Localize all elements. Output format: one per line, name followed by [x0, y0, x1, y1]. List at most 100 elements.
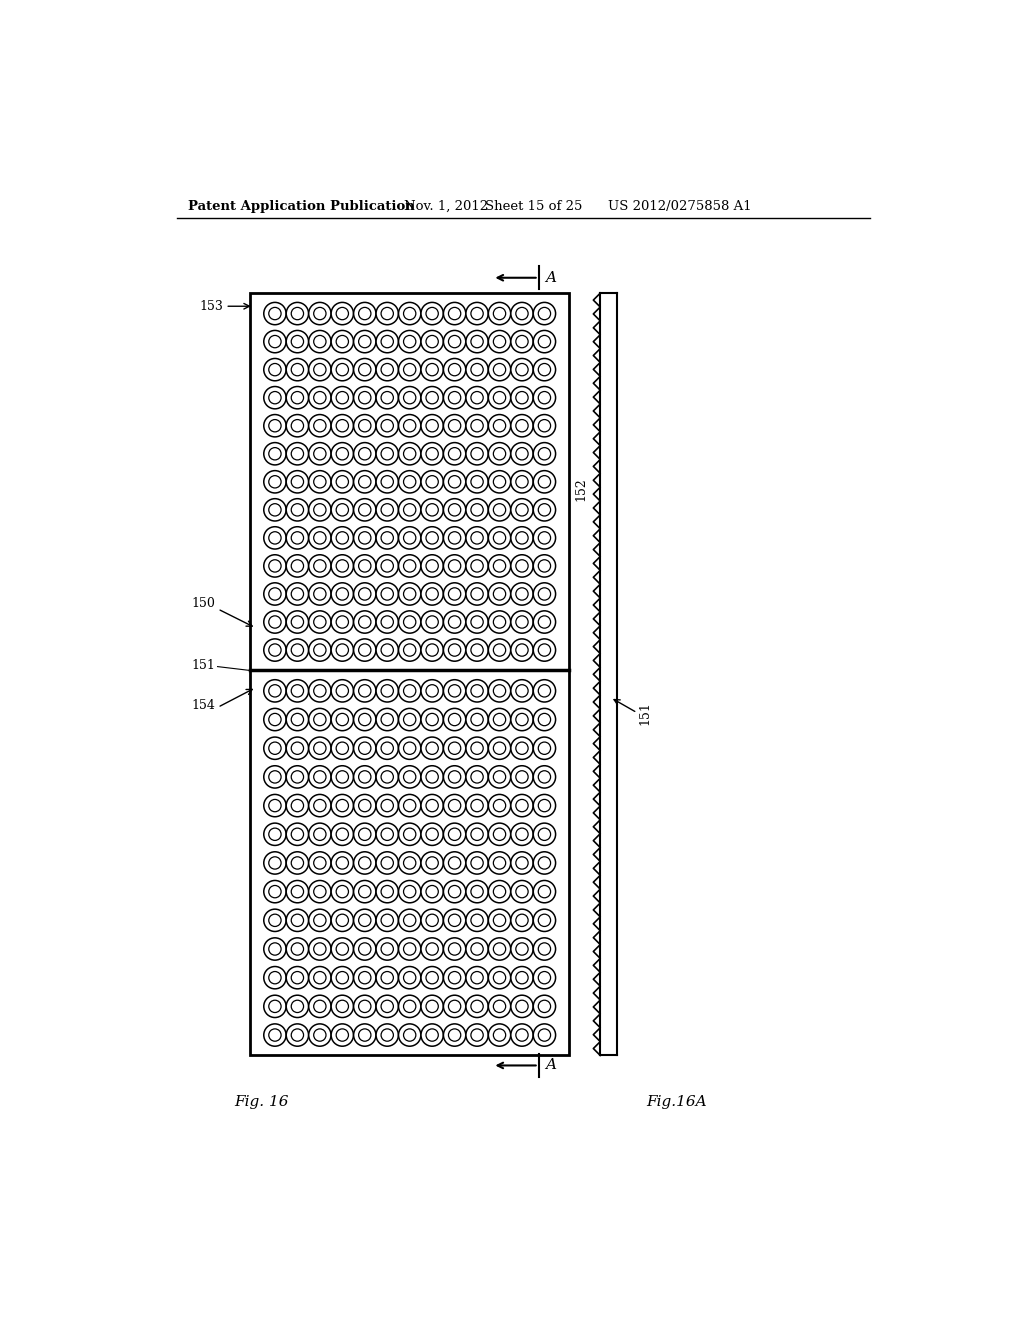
Circle shape	[376, 766, 398, 788]
Circle shape	[511, 766, 534, 788]
Circle shape	[308, 966, 331, 989]
Circle shape	[443, 966, 466, 989]
Circle shape	[291, 771, 303, 783]
Circle shape	[268, 972, 282, 983]
Circle shape	[466, 824, 488, 845]
Circle shape	[516, 1001, 528, 1012]
Circle shape	[308, 387, 331, 409]
Circle shape	[287, 527, 308, 549]
Circle shape	[443, 611, 466, 634]
Circle shape	[398, 824, 421, 845]
Circle shape	[534, 880, 556, 903]
Circle shape	[376, 583, 398, 605]
Bar	[250, 293, 569, 1056]
Circle shape	[398, 909, 421, 932]
Circle shape	[287, 611, 308, 634]
Circle shape	[308, 851, 331, 874]
Circle shape	[353, 527, 376, 549]
Circle shape	[381, 335, 393, 347]
Circle shape	[264, 709, 286, 731]
Circle shape	[511, 414, 534, 437]
Circle shape	[443, 583, 466, 605]
Circle shape	[443, 680, 466, 702]
Circle shape	[449, 644, 461, 656]
Circle shape	[471, 308, 483, 319]
Circle shape	[539, 942, 551, 956]
Circle shape	[539, 475, 551, 488]
Circle shape	[398, 766, 421, 788]
Circle shape	[494, 363, 506, 376]
Circle shape	[534, 766, 556, 788]
Circle shape	[358, 800, 371, 812]
Circle shape	[516, 742, 528, 755]
Circle shape	[336, 392, 348, 404]
Circle shape	[376, 937, 398, 960]
Circle shape	[443, 937, 466, 960]
Circle shape	[534, 471, 556, 492]
Text: US 2012/0275858 A1: US 2012/0275858 A1	[608, 199, 752, 213]
Circle shape	[466, 909, 488, 932]
Circle shape	[494, 828, 506, 841]
Circle shape	[398, 639, 421, 661]
Circle shape	[511, 583, 534, 605]
Circle shape	[291, 800, 303, 812]
Circle shape	[398, 880, 421, 903]
Circle shape	[449, 420, 461, 432]
Circle shape	[376, 680, 398, 702]
Circle shape	[466, 966, 488, 989]
Circle shape	[381, 972, 393, 983]
Circle shape	[426, 616, 438, 628]
Circle shape	[494, 685, 506, 697]
Circle shape	[313, 420, 326, 432]
Circle shape	[398, 387, 421, 409]
Circle shape	[291, 742, 303, 755]
Circle shape	[494, 644, 506, 656]
Circle shape	[449, 828, 461, 841]
Circle shape	[534, 966, 556, 989]
Circle shape	[471, 742, 483, 755]
Circle shape	[488, 966, 511, 989]
Circle shape	[287, 330, 308, 352]
Circle shape	[287, 824, 308, 845]
Circle shape	[511, 1024, 534, 1047]
Circle shape	[539, 1028, 551, 1041]
Circle shape	[268, 800, 282, 812]
Circle shape	[268, 915, 282, 927]
Circle shape	[403, 771, 416, 783]
Circle shape	[381, 685, 393, 697]
Circle shape	[516, 972, 528, 983]
Circle shape	[287, 554, 308, 577]
Circle shape	[376, 302, 398, 325]
Circle shape	[264, 499, 286, 521]
Circle shape	[313, 504, 326, 516]
Circle shape	[516, 915, 528, 927]
Circle shape	[358, 886, 371, 898]
Circle shape	[287, 471, 308, 492]
Circle shape	[426, 308, 438, 319]
Circle shape	[336, 504, 348, 516]
Circle shape	[539, 504, 551, 516]
Circle shape	[381, 800, 393, 812]
Circle shape	[381, 363, 393, 376]
Circle shape	[308, 639, 331, 661]
Circle shape	[358, 915, 371, 927]
Circle shape	[403, 532, 416, 544]
Text: 154: 154	[191, 698, 215, 711]
Circle shape	[268, 742, 282, 755]
Circle shape	[471, 1028, 483, 1041]
Circle shape	[471, 800, 483, 812]
Circle shape	[539, 828, 551, 841]
Circle shape	[291, 942, 303, 956]
Circle shape	[313, 587, 326, 601]
Circle shape	[353, 499, 376, 521]
Text: Nov. 1, 2012: Nov. 1, 2012	[403, 199, 488, 213]
Circle shape	[471, 335, 483, 347]
Circle shape	[443, 414, 466, 437]
Circle shape	[398, 554, 421, 577]
Circle shape	[403, 713, 416, 726]
Circle shape	[264, 995, 286, 1018]
Circle shape	[403, 828, 416, 841]
Circle shape	[488, 583, 511, 605]
Circle shape	[516, 800, 528, 812]
Circle shape	[449, 800, 461, 812]
